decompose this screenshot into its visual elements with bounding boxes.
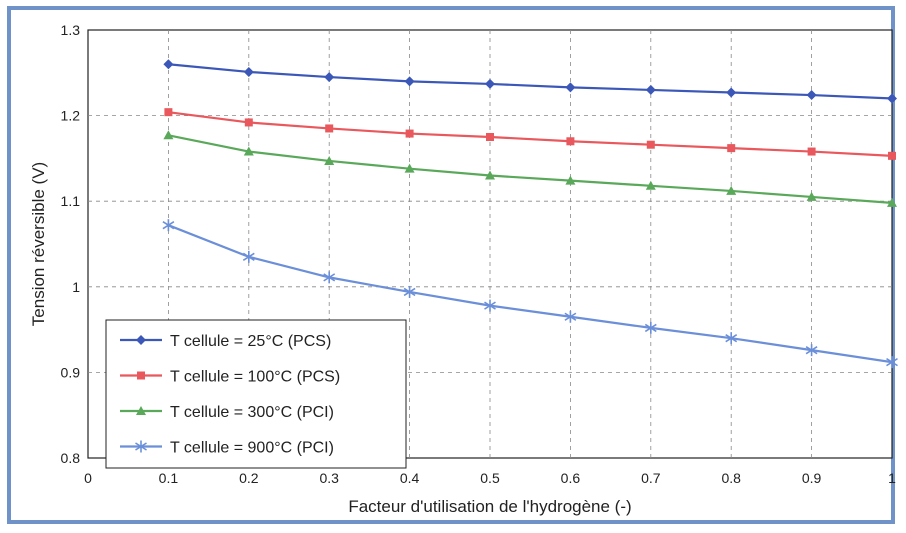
x-tick-label: 0.3 <box>319 470 339 486</box>
series-2 <box>164 108 896 160</box>
data-point <box>807 147 816 156</box>
data-point <box>243 146 254 156</box>
y-tick-label: 0.9 <box>61 364 81 380</box>
series-line <box>168 63 893 100</box>
data-point <box>325 124 334 133</box>
data-point <box>726 185 737 195</box>
series-line <box>168 134 893 205</box>
data-point <box>565 175 576 185</box>
data-point <box>242 250 255 263</box>
legend-item: T cellule = 300°C (PCI) <box>120 404 334 421</box>
data-point <box>806 191 817 201</box>
data-point <box>725 332 738 345</box>
data-point <box>324 155 335 165</box>
data-point <box>645 84 656 95</box>
legend-label: T cellule = 300°C (PCI) <box>170 404 334 421</box>
x-axis-title: Facteur d'utilisation de l'hydrogène (-) <box>348 497 631 516</box>
data-point <box>726 87 737 98</box>
data-point <box>485 78 495 89</box>
data-point <box>163 130 174 140</box>
data-point <box>566 137 575 146</box>
y-tick-label: 0.8 <box>61 450 81 466</box>
legend-item: T cellule = 25°C (PCS) <box>120 333 331 350</box>
x-tick-label: 0.2 <box>239 470 259 486</box>
data-point <box>646 140 655 149</box>
data-point <box>888 151 896 160</box>
data-point <box>324 72 335 83</box>
series-layer <box>162 59 898 369</box>
data-point <box>135 440 147 453</box>
data-point <box>887 93 897 104</box>
y-axis-title: Tension réversible (V) <box>29 162 48 326</box>
x-tick-label: 1 <box>888 470 896 486</box>
legend-label: T cellule = 25°C (PCS) <box>170 333 331 350</box>
data-point <box>486 133 494 141</box>
data-point <box>136 406 146 415</box>
x-tick-label: 0.8 <box>721 470 741 486</box>
data-point <box>404 76 415 87</box>
data-point <box>137 371 145 380</box>
legend-item: T cellule = 100°C (PCS) <box>120 369 340 386</box>
data-point <box>405 129 414 138</box>
data-point <box>805 344 818 357</box>
x-tick-label: 0.1 <box>159 470 179 486</box>
x-tick-label: 0.9 <box>802 470 822 486</box>
series-1 <box>163 59 897 104</box>
data-point <box>886 356 898 369</box>
data-point <box>136 335 146 345</box>
legend-label: T cellule = 100°C (PCS) <box>170 369 340 386</box>
data-point <box>403 285 416 298</box>
x-tick-label: 0.6 <box>561 470 581 486</box>
series-3 <box>163 130 897 207</box>
data-point <box>644 321 657 334</box>
legend-label: T cellule = 900°C (PCI) <box>170 440 334 457</box>
series-line <box>168 111 893 157</box>
data-point <box>163 59 174 70</box>
data-point <box>564 310 577 323</box>
y-axis-ticks: 0.8 0.9 1 1.1 1.2 1.3 <box>61 22 81 466</box>
data-point <box>485 170 495 180</box>
data-point <box>164 108 173 117</box>
x-tick-label: 0.5 <box>480 470 500 486</box>
data-point <box>244 118 253 127</box>
series-4 <box>162 219 898 369</box>
data-point <box>162 219 175 232</box>
y-tick-label: 1.2 <box>61 108 81 124</box>
grid <box>88 30 892 458</box>
legend-item: T cellule = 900°C (PCI) <box>120 440 334 457</box>
x-tick-label: 0.7 <box>641 470 661 486</box>
data-point <box>645 180 656 190</box>
data-point <box>565 82 576 93</box>
x-axis-ticks: 0 0.1 0.2 0.3 0.4 0.5 0.6 0.7 0.8 0.9 1 <box>84 470 896 486</box>
data-point <box>887 197 897 207</box>
data-point <box>243 66 254 77</box>
series-line <box>167 224 893 364</box>
data-point <box>727 144 736 153</box>
data-point <box>404 163 415 173</box>
data-point <box>323 271 336 284</box>
y-tick-label: 1.3 <box>61 22 81 38</box>
data-point <box>484 299 496 312</box>
data-point <box>806 90 817 101</box>
legend: T cellule = 25°C (PCS) T cellule = 100°C … <box>105 319 407 469</box>
x-tick-label: 0.4 <box>400 470 420 486</box>
x-tick-label: 0 <box>84 470 92 486</box>
legend-box <box>105 319 407 469</box>
y-tick-label: 1 <box>72 279 80 295</box>
y-tick-label: 1.1 <box>61 193 81 209</box>
